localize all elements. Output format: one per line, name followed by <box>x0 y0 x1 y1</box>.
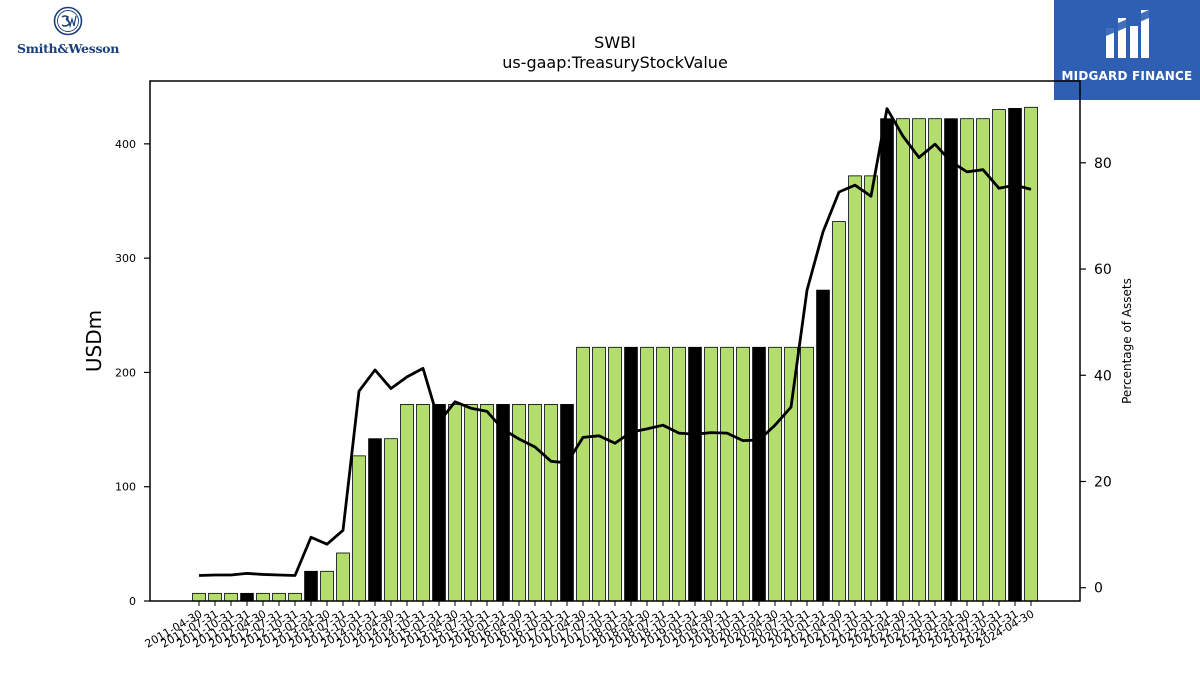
y-tick-label: 300 <box>115 252 136 265</box>
y2-tick-label: 80 <box>1094 156 1112 172</box>
y-axis-left: 0 100 200 300 400 <box>115 138 150 608</box>
smith-wesson-wordmark: Smith&Wesson <box>16 41 120 56</box>
percentage-line <box>198 107 1032 577</box>
bar-2019-01-31 <box>688 346 702 602</box>
bar-2013-01-31 <box>304 570 318 602</box>
bar-2014-10-31 <box>416 404 430 602</box>
smith-wesson-emblem-icon <box>53 6 83 36</box>
x-axis: 2011-04-302011-07-312011-10-312011-01-31… <box>143 601 1037 651</box>
bar-2012-04-30 <box>256 592 270 602</box>
bar-2011-04-30 <box>192 592 206 602</box>
bar-2017-10-31 <box>608 346 622 602</box>
y2-tick-label: 20 <box>1094 474 1112 490</box>
bar-2022-07-31 <box>912 118 926 602</box>
bar-2022-01-31 <box>880 118 894 602</box>
bar-2018-10-31 <box>672 346 686 602</box>
bar-2020-04-30 <box>768 346 782 602</box>
bar-series <box>192 106 1038 602</box>
bar-2015-01-31 <box>432 404 446 602</box>
bar-2014-07-31 <box>400 404 414 602</box>
y-tick-label: 400 <box>115 138 136 151</box>
smith-wesson-logo: Smith&Wesson <box>6 6 130 58</box>
bar-2021-04-30 <box>832 221 846 602</box>
bar-2018-07-31 <box>656 346 670 602</box>
bar-2011-10-31 <box>224 592 238 602</box>
bar-2019-07-31 <box>720 346 734 602</box>
bar-2021-10-31 <box>864 175 878 602</box>
bar-2023-07-31 <box>976 118 990 602</box>
bar-2012-10-31 <box>288 592 302 602</box>
y-tick-label: 100 <box>115 481 136 494</box>
bar-2015-07-31 <box>464 404 478 602</box>
y2-tick-label: 0 <box>1094 581 1103 597</box>
chart-title: SWBI <box>594 33 636 52</box>
y-tick-label: 200 <box>115 366 136 379</box>
bar-2013-04-30 <box>320 570 334 602</box>
bar-2018-04-30 <box>640 346 654 602</box>
bar-2024-04-30 <box>1024 106 1038 602</box>
bar-2021-01-31 <box>816 289 830 602</box>
bar-2017-04-30 <box>576 346 590 602</box>
midgard-finance-wordmark: MIDGARD FINANCE <box>1061 69 1193 83</box>
bar-2019-10-31 <box>736 346 750 602</box>
y-axis-right: 0 20 40 60 80 <box>1080 156 1112 597</box>
bar-2019-04-30 <box>704 346 718 602</box>
bar-2022-04-30 <box>896 118 910 602</box>
y2-axis-label: Percentage of Assets <box>1120 278 1134 404</box>
bar-2016-07-31 <box>528 404 542 602</box>
bar-2012-01-31 <box>240 592 254 602</box>
bar-2014-04-30 <box>384 438 398 602</box>
bar-2022-10-31 <box>928 118 942 602</box>
chart-subtitle: us-gaap:TreasuryStockValue <box>502 53 728 72</box>
bar-2024-01-31 <box>1008 108 1022 602</box>
bar-2023-04-30 <box>960 118 974 602</box>
bar-2023-01-31 <box>944 118 958 602</box>
bar-2013-10-31 <box>352 455 366 602</box>
bar-2015-04-30 <box>448 404 462 602</box>
midgard-emblem-icon <box>1106 10 1149 58</box>
bar-2017-01-31 <box>560 404 574 602</box>
bar-2015-10-31 <box>480 404 494 602</box>
bar-2020-01-31 <box>752 346 766 602</box>
midgard-finance-logo: MIDGARD FINANCE <box>1054 0 1200 100</box>
bar-2018-01-31 <box>624 346 638 602</box>
bar-2016-01-31 <box>496 404 510 602</box>
y-tick-label: 0 <box>129 595 136 608</box>
bar-2016-04-30 <box>512 404 526 602</box>
bar-2016-10-31 <box>544 404 558 602</box>
bar-2011-07-31 <box>208 592 222 602</box>
percentage-line-series <box>198 107 1032 577</box>
bar-2021-07-31 <box>848 175 862 602</box>
y2-tick-label: 60 <box>1094 262 1112 278</box>
bar-2013-07-31 <box>336 552 350 602</box>
y-axis-label: USDm <box>82 310 106 372</box>
bar-2020-10-31 <box>800 346 814 602</box>
bar-2020-07-31 <box>784 346 798 602</box>
bar-2012-07-31 <box>272 592 286 602</box>
bar-2014-01-31 <box>368 438 382 602</box>
y2-tick-label: 40 <box>1094 368 1112 384</box>
bar-2017-07-31 <box>592 346 606 602</box>
